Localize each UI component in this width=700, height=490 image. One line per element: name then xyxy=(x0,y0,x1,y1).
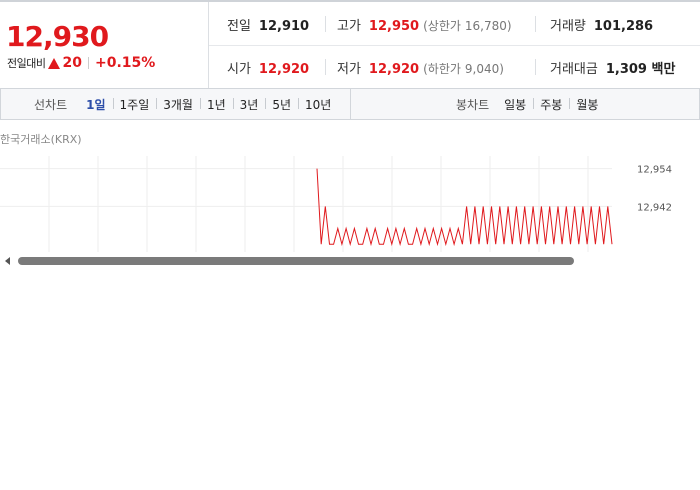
line-chart-title: 선차트 xyxy=(34,97,68,112)
change-row: 전일대비 20 +0.15% xyxy=(7,55,155,71)
divider xyxy=(535,59,536,75)
stats-row-2: 시가 12,920 저가 12,920 (하한가 9,040) 거래대금 1,309 백만 xyxy=(209,45,700,88)
tab-1w[interactable]: 1주일 xyxy=(112,96,157,113)
change-label: 전일대비 xyxy=(7,57,46,70)
tab-monthly[interactable]: 월봉 xyxy=(569,96,605,113)
y-tick-label: 12,954 xyxy=(637,165,672,176)
low-label: 저가 xyxy=(337,62,361,77)
prev-close: 전일 12,910 xyxy=(227,15,309,34)
divider xyxy=(325,16,326,32)
exchange-label: 한국거래소(KRX) xyxy=(0,133,82,146)
low-value: 12,920 xyxy=(368,62,420,77)
scrollbar-thumb[interactable] xyxy=(18,257,574,265)
trade-value-label: 거래대금 xyxy=(550,62,598,77)
up-triangle-icon xyxy=(48,57,61,69)
divider xyxy=(325,59,326,75)
lower-limit-value: 9,040) xyxy=(464,62,504,76)
divider xyxy=(535,16,536,32)
candle-chart-tabs: 봉차트 일봉 주봉 월봉 xyxy=(456,89,605,119)
change-amount: 20 xyxy=(62,55,82,71)
prev-close-value: 12,910 xyxy=(258,19,310,34)
tab-1y[interactable]: 1년 xyxy=(199,96,233,113)
tab-10y[interactable]: 10년 xyxy=(298,96,338,113)
tab-3y[interactable]: 3년 xyxy=(232,96,266,113)
divider xyxy=(87,57,89,69)
volume-label: 거래량 xyxy=(550,19,586,34)
open-value: 12,920 xyxy=(258,62,310,77)
scroll-left-arrow-icon[interactable] xyxy=(5,257,10,265)
prev-close-label: 전일 xyxy=(227,19,251,34)
upper-limit-value: 16,780) xyxy=(464,19,512,33)
trade-value-value: 1,309 백만 xyxy=(605,62,676,77)
y-tick-label: 12,942 xyxy=(637,202,672,213)
upper-limit-label: (상한가 xyxy=(423,19,461,33)
line-chart-tabs: 선차트 1일 1주일 3개월 1년 3년 5년 10년 xyxy=(1,89,351,119)
high-label: 고가 xyxy=(337,19,361,34)
high: 고가 12,950 (상한가 16,780) xyxy=(337,15,512,34)
price-summary: 12,930 전일대비 20 +0.15% xyxy=(0,2,208,88)
lower-limit-label: (하한가 xyxy=(423,62,461,76)
open-label: 시가 xyxy=(227,62,251,77)
chart-tab-bar: 선차트 1일 1주일 3개월 1년 3년 5년 10년 봉차트 일봉 주봉 월봉 xyxy=(0,88,700,120)
tab-5y[interactable]: 5년 xyxy=(265,96,298,113)
stats-row-1: 전일 12,910 고가 12,950 (상한가 16,780) 거래량 101,286 xyxy=(209,2,700,46)
low: 저가 12,920 (하한가 9,040) xyxy=(337,58,504,77)
chart-plot: 12,954 12,942 xyxy=(0,156,672,254)
stats-panel: 전일 12,910 고가 12,950 (상한가 16,780) 거래량 101,286 … xyxy=(208,2,700,88)
volume-value: 101,286 xyxy=(593,19,654,34)
volume: 거래량 101,286 xyxy=(550,15,653,34)
price-chart: 한국거래소(KRX) 12,954 12,942 xyxy=(0,128,700,268)
tab-daily[interactable]: 일봉 xyxy=(504,97,527,112)
change-percent: +0.15% xyxy=(94,55,156,71)
candle-chart-title: 봉차트 xyxy=(456,97,490,112)
current-price: 12,930 xyxy=(6,20,109,53)
tab-3m[interactable]: 3개월 xyxy=(156,96,200,113)
tab-weekly[interactable]: 주봉 xyxy=(533,96,569,113)
top-border xyxy=(0,0,700,2)
tab-1d[interactable]: 1일 xyxy=(86,97,106,112)
price-series-line xyxy=(316,168,613,247)
trade-value: 거래대금 1,309 백만 xyxy=(550,58,675,77)
open: 시가 12,920 xyxy=(227,58,309,77)
high-value: 12,950 xyxy=(368,19,420,34)
